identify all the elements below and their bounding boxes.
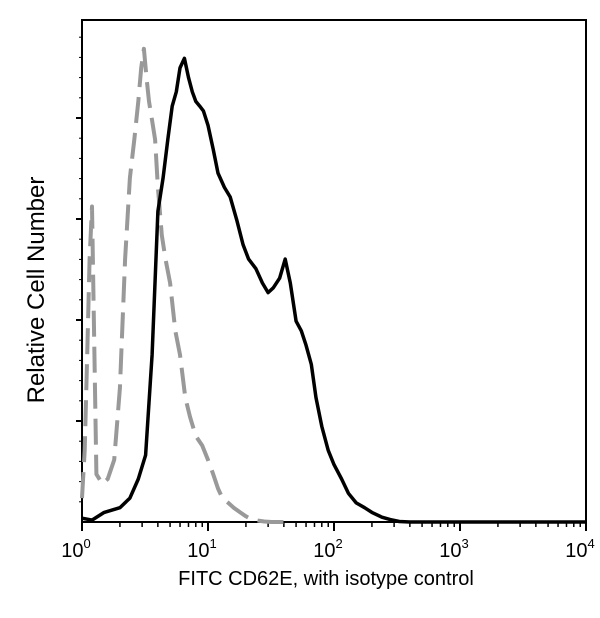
x-tick-label: 100	[61, 536, 90, 562]
x-tick-label: 103	[439, 536, 468, 562]
y-axis-label: Relative Cell Number	[23, 177, 50, 404]
cd62e-stained-line	[81, 56, 586, 524]
x-tick-labels: 100 101 102 103 104	[61, 536, 594, 562]
plot-frame	[81, 19, 587, 523]
isotype-control-line	[80, 46, 284, 524]
x-tick-label: 104	[565, 536, 594, 562]
series-layer	[80, 46, 586, 524]
x-axis-label: FITC CD62E, with isotype control	[178, 568, 474, 590]
x-tick-label: 102	[313, 536, 342, 562]
x-tick-label: 101	[187, 536, 216, 562]
y-axis-ticks	[76, 36, 82, 503]
